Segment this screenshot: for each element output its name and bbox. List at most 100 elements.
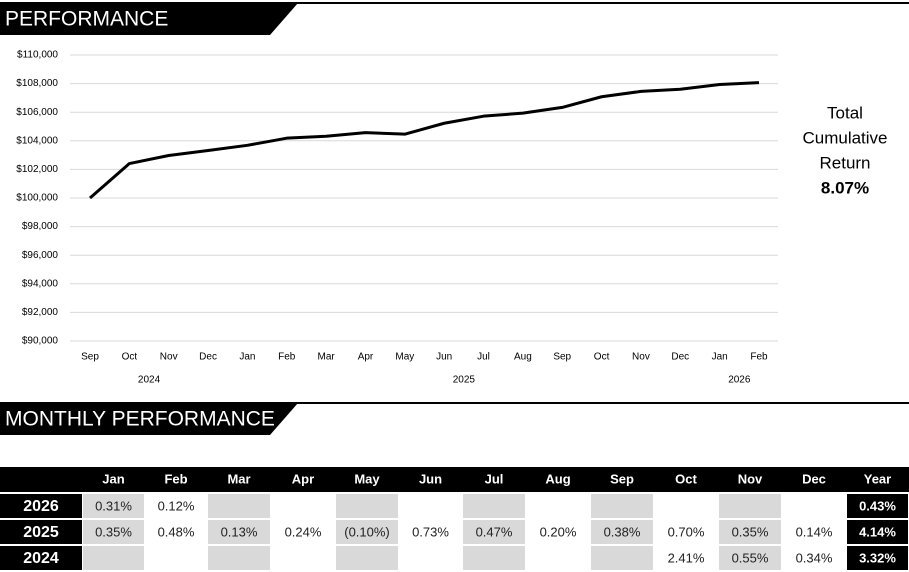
x-tick-label: Dec <box>671 352 689 363</box>
column-header: Sep <box>610 471 634 486</box>
monthly-return: 0.73% <box>412 524 449 539</box>
monthly-return: 0.12% <box>158 498 195 513</box>
monthly-return: 0.35% <box>95 524 132 539</box>
x-tick-label: Jan <box>239 352 255 363</box>
monthly-return: (0.10%) <box>344 524 390 539</box>
monthly-return: 0.34% <box>796 550 833 565</box>
shaded-cell <box>336 494 398 518</box>
column-header: Aug <box>545 471 570 486</box>
x-tick-label: Sep <box>553 352 571 363</box>
x-tick-label: Nov <box>632 352 650 363</box>
monthly-return: 0.47% <box>476 524 513 539</box>
x-tick-label: Oct <box>122 352 138 363</box>
x-tick-label: May <box>395 352 414 363</box>
row-label: 2024 <box>23 550 59 567</box>
column-header: Feb <box>164 471 187 486</box>
year-total-cell <box>847 546 908 570</box>
shaded-cell <box>719 494 781 518</box>
x-tick-label: Sep <box>81 352 99 363</box>
column-header: Oct <box>675 471 697 486</box>
year-label: 2024 <box>138 375 161 386</box>
y-tick-label: $98,000 <box>22 221 59 232</box>
y-tick-label: $110,000 <box>17 50 58 61</box>
y-tick-label: $90,000 <box>22 336 59 347</box>
shaded-cell <box>591 520 653 544</box>
monthly-return: 0.24% <box>285 524 322 539</box>
column-header: Jul <box>485 471 504 486</box>
shaded-cell <box>208 546 270 570</box>
y-tick-label: $100,000 <box>16 193 58 204</box>
year-label: 2025 <box>453 375 476 386</box>
row-label: 2025 <box>23 524 59 541</box>
x-tick-label: Jul <box>477 352 490 363</box>
summary-label: Total <box>827 103 863 122</box>
x-tick-label: Mar <box>318 352 336 363</box>
year-total: 4.14% <box>859 524 896 539</box>
shaded-cell <box>719 546 781 570</box>
y-tick-label: $92,000 <box>22 307 59 318</box>
monthly-return: 0.14% <box>796 524 833 539</box>
summary-value: 8.07% <box>821 178 869 197</box>
shaded-cell <box>719 520 781 544</box>
shaded-cell <box>463 520 525 544</box>
monthly-return: 0.31% <box>95 498 132 513</box>
column-header: Year <box>864 471 891 486</box>
row-label-cell <box>0 546 82 570</box>
column-header: Apr <box>292 471 314 486</box>
x-tick-label: Aug <box>514 352 532 363</box>
shaded-cell <box>336 520 398 544</box>
y-tick-label: $108,000 <box>16 78 58 89</box>
monthly-return: 0.20% <box>540 524 577 539</box>
header-title: PERFORMANCE <box>5 8 168 31</box>
shaded-cell <box>208 494 270 518</box>
x-tick-label: Nov <box>160 352 178 363</box>
y-tick-label: $106,000 <box>16 107 58 118</box>
shaded-cell <box>591 494 653 518</box>
monthly-return: 0.38% <box>604 524 641 539</box>
column-header: Nov <box>738 471 763 486</box>
y-tick-label: $96,000 <box>22 250 59 261</box>
x-tick-label: Apr <box>358 352 374 363</box>
shaded-cell <box>463 494 525 518</box>
shaded-cell <box>83 494 144 518</box>
shaded-cell <box>208 520 270 544</box>
y-tick-label: $94,000 <box>22 278 59 289</box>
summary-label: Cumulative <box>802 128 887 147</box>
shaded-cell <box>463 546 525 570</box>
x-tick-label: Oct <box>594 352 610 363</box>
x-tick-label: Feb <box>750 352 768 363</box>
summary-label: Return <box>819 153 870 172</box>
year-total-cell <box>847 494 908 518</box>
data-line <box>89 81 760 200</box>
column-header: Dec <box>802 471 826 486</box>
monthly-return: 0.13% <box>221 524 258 539</box>
header-banner <box>0 3 298 35</box>
shaded-cell <box>83 520 144 544</box>
x-tick-label: Feb <box>278 352 296 363</box>
x-tick-label: Jun <box>436 352 452 363</box>
column-header: Mar <box>227 471 250 486</box>
shaded-cell <box>591 546 653 570</box>
column-header: Jan <box>102 471 124 486</box>
section-title: MONTHLY PERFORMANCE <box>5 408 275 431</box>
y-tick-label: $104,000 <box>16 135 58 146</box>
x-tick-label: Jan <box>712 352 728 363</box>
year-total: 3.32% <box>859 550 896 565</box>
monthly-return: 0.70% <box>668 524 705 539</box>
monthly-return: 0.48% <box>158 524 195 539</box>
row-label-cell <box>0 520 82 544</box>
year-total: 0.43% <box>859 498 896 513</box>
monthly-return: 0.55% <box>732 550 769 565</box>
column-header: May <box>354 471 380 486</box>
x-tick-label: Dec <box>199 352 217 363</box>
shaded-cell <box>336 546 398 570</box>
year-label: 2026 <box>728 375 751 386</box>
year-total-cell <box>847 520 908 544</box>
column-header: Jun <box>419 471 442 486</box>
row-label: 2026 <box>23 498 59 515</box>
row-label-cell <box>0 494 82 518</box>
shaded-cell <box>83 546 144 570</box>
table-header-row <box>0 467 909 492</box>
section-banner <box>0 403 298 435</box>
